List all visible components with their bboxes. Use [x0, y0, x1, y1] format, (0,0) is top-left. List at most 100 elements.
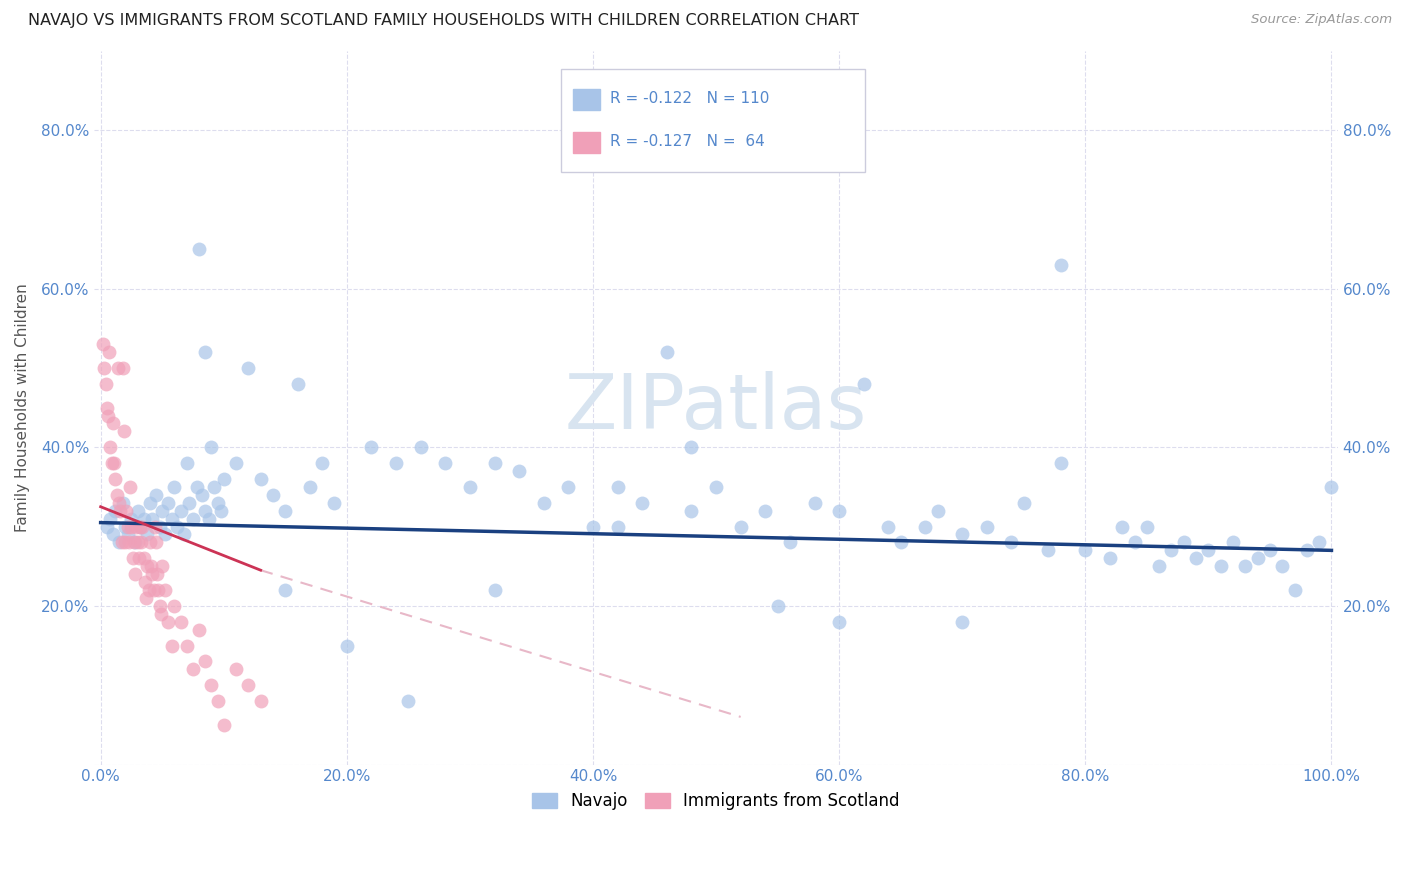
Point	[1258, 543, 1281, 558]
Point	[198, 511, 221, 525]
Point	[1136, 519, 1159, 533]
Point	[1209, 559, 1232, 574]
Point	[103, 456, 125, 470]
Point	[606, 480, 628, 494]
Point	[139, 496, 162, 510]
Point	[434, 456, 457, 470]
Point	[1308, 535, 1330, 549]
Point	[1098, 551, 1121, 566]
Point	[249, 472, 271, 486]
FancyBboxPatch shape	[574, 131, 600, 153]
Point	[173, 527, 195, 541]
Point	[122, 535, 145, 549]
Point	[194, 654, 217, 668]
Point	[754, 504, 776, 518]
Point	[323, 496, 346, 510]
FancyBboxPatch shape	[574, 88, 600, 110]
Text: ZIPatlas: ZIPatlas	[565, 370, 868, 444]
Point	[127, 504, 149, 518]
Point	[105, 488, 128, 502]
Point	[385, 456, 408, 470]
Point	[828, 615, 851, 629]
Point	[852, 376, 875, 391]
Point	[194, 504, 217, 518]
Point	[145, 488, 167, 502]
Legend: Navajo, Immigrants from Scotland: Navajo, Immigrants from Scotland	[526, 786, 907, 817]
Point	[136, 559, 159, 574]
Point	[96, 401, 118, 415]
Point	[484, 582, 506, 597]
Point	[274, 504, 297, 518]
Point	[1295, 543, 1317, 558]
Text: NAVAJO VS IMMIGRANTS FROM SCOTLAND FAMILY HOUSEHOLDS WITH CHILDREN CORRELATION C: NAVAJO VS IMMIGRANTS FROM SCOTLAND FAMIL…	[28, 13, 859, 29]
Point	[360, 440, 382, 454]
Point	[950, 615, 973, 629]
Point	[157, 615, 180, 629]
Point	[163, 599, 186, 613]
Point	[166, 519, 188, 533]
Point	[828, 504, 851, 518]
Point	[655, 345, 678, 359]
Point	[249, 694, 271, 708]
Point	[238, 678, 260, 692]
Point	[298, 480, 321, 494]
FancyBboxPatch shape	[561, 69, 865, 172]
Point	[118, 535, 141, 549]
Point	[160, 511, 183, 525]
Point	[1234, 559, 1257, 574]
Point	[1000, 535, 1022, 549]
Point	[287, 376, 309, 391]
Point	[94, 376, 117, 391]
Point	[114, 535, 136, 549]
Point	[108, 535, 131, 549]
Point	[927, 504, 949, 518]
Point	[163, 480, 186, 494]
Point	[704, 480, 727, 494]
Point	[132, 511, 155, 525]
Point	[188, 623, 211, 637]
Point	[890, 535, 912, 549]
Point	[91, 337, 114, 351]
Point	[200, 440, 222, 454]
Point	[146, 567, 169, 582]
Point	[148, 582, 170, 597]
Text: Source: ZipAtlas.com: Source: ZipAtlas.com	[1251, 13, 1392, 27]
Point	[409, 440, 432, 454]
Point	[149, 519, 172, 533]
Point	[209, 504, 232, 518]
Point	[139, 559, 162, 574]
Point	[238, 360, 260, 375]
Point	[212, 472, 235, 486]
Point	[225, 662, 247, 676]
Point	[274, 582, 297, 597]
Point	[396, 694, 419, 708]
Point	[101, 417, 124, 431]
Point	[557, 480, 579, 494]
Point	[1284, 582, 1306, 597]
Point	[150, 504, 173, 518]
Point	[606, 519, 628, 533]
Point	[110, 504, 132, 518]
Point	[190, 488, 212, 502]
Point	[121, 551, 143, 566]
Point	[100, 511, 122, 525]
Point	[150, 559, 173, 574]
Point	[207, 496, 229, 510]
Point	[1320, 480, 1343, 494]
Point	[134, 575, 156, 590]
Point	[97, 409, 120, 423]
Point	[1049, 456, 1071, 470]
Point	[125, 519, 148, 533]
Point	[194, 345, 217, 359]
Point	[1222, 535, 1244, 549]
Point	[169, 504, 191, 518]
Point	[129, 519, 152, 533]
Point	[176, 456, 198, 470]
Point	[104, 472, 127, 486]
Point	[129, 535, 152, 549]
Text: R = -0.127   N =  64: R = -0.127 N = 64	[610, 134, 765, 149]
Point	[508, 464, 530, 478]
Point	[730, 519, 752, 533]
Point	[120, 480, 142, 494]
Point	[160, 639, 183, 653]
